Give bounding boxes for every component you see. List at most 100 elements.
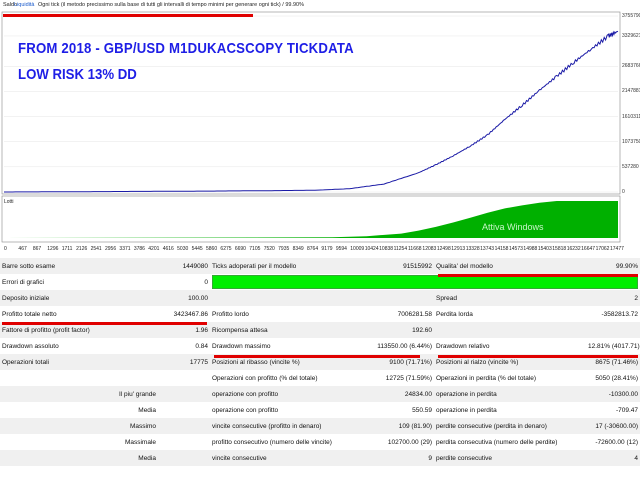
report-value-middle: 102700.00 (29) <box>387 438 432 446</box>
report-label-middle: Ticks adoperati per il modello <box>210 258 374 274</box>
tab-liquidita[interactable]: Liquidità <box>14 2 35 8</box>
x-tick-label: 7105 <box>249 246 261 252</box>
report-value-middle: 9100 (71.71%) <box>374 354 434 370</box>
y-tick-label: 2147881 <box>622 88 640 95</box>
report-row: Media vincite consecutive 9 perdite consecu… <box>0 450 640 466</box>
tab-liquidita-label: Liquidità <box>14 2 35 8</box>
report-label-right <box>434 322 586 338</box>
y-tick-label: 1610311 <box>622 113 640 120</box>
balance-series <box>4 30 619 193</box>
highlight-underline-quality <box>438 274 638 277</box>
x-tick-label: 1711 <box>61 246 73 252</box>
report-row: Massimale profitto consecutivo (numero de… <box>0 434 640 450</box>
report-row: Operazioni totali 17775 Posizioni al ribas… <box>0 354 640 370</box>
report-label-middle: operazione con profitto <box>212 406 279 414</box>
x-tick-label: 17062 <box>595 246 610 252</box>
report-value-middle: 12725 (71.59%) <box>385 374 432 382</box>
report-row: Fattore di profitto (profit factor) 1.96 R… <box>0 322 640 338</box>
report-row: Drawdown assoluto 0.84 Drawdown massimo 113… <box>0 338 640 354</box>
x-tick-label: 12913 <box>451 246 466 252</box>
report-label-right: operazione in perdita <box>436 406 497 414</box>
report-value-right <box>586 322 640 338</box>
lots-series <box>4 201 618 238</box>
x-tick-label: 867 <box>32 246 42 252</box>
x-tick-label: 4201 <box>148 246 160 252</box>
report-value-right: 2 <box>586 290 640 306</box>
report-value-right: -10300.00 <box>586 386 640 402</box>
report-label-right: Posizioni al rialzo (vincite %) <box>434 354 586 370</box>
x-tick-label: 2956 <box>105 246 117 252</box>
x-tick-label: 2126 <box>76 246 88 252</box>
report-value-right: 4 <box>586 450 640 466</box>
report-label-middle: operazione con profitto <box>210 386 374 402</box>
x-tick-label: 15403 <box>537 246 552 252</box>
report-value-left <box>158 450 210 466</box>
report-value-left: 100.00 <box>158 290 210 306</box>
report-value-middle: 24834.00 <box>374 386 434 402</box>
report-label-left: Deposito iniziale <box>0 290 158 306</box>
x-tick-label: 6275 <box>220 246 232 252</box>
report-value-left <box>158 370 210 386</box>
x-tick-label: 4616 <box>162 246 174 252</box>
report-row: Barre sotto esame 1449080 Ticks adoperati … <box>0 258 640 274</box>
report-value-middle <box>374 290 434 306</box>
report-label-middle: Posizioni al ribasso (vincite %) <box>210 354 374 370</box>
y-tick-label: 2683766 <box>622 63 640 70</box>
report-value-left <box>158 402 210 418</box>
model-quality-bar-cell <box>210 274 640 290</box>
balance-chart <box>1 11 621 243</box>
tab-saldo[interactable]: Saldo <box>3 2 17 8</box>
x-tick-label: 7935 <box>278 246 290 252</box>
report-label-left: Barre sotto esame <box>0 258 158 274</box>
report-value-middle: 109 (81.90) <box>374 418 434 434</box>
model-quality-bar <box>212 275 638 289</box>
report-label-right: Drawdown relativo <box>436 342 490 350</box>
report-value-right: 5050 (28.41%) <box>595 374 638 382</box>
report-label-left: Il piu' grande <box>0 386 158 402</box>
x-tick-label: 1296 <box>47 246 59 252</box>
x-tick-label: 10009 <box>350 246 365 252</box>
report-value-left <box>158 434 210 450</box>
report-label-right: perdite consecutive <box>434 450 586 466</box>
report-table: Barre sotto esame 1449080 Ticks adoperati … <box>0 258 640 466</box>
chart-grid <box>4 15 618 193</box>
report-value-left <box>158 386 210 402</box>
report-label-left: Errori di grafici <box>2 278 44 286</box>
report-value-left: 0 <box>204 278 208 286</box>
report-value-middle: 550.59 <box>412 406 432 414</box>
report-label-middle: vincite consecutive <box>210 450 374 466</box>
x-tick-label: 12498 <box>436 246 451 252</box>
report-row: Media operazione con profitto 550.59 operaz… <box>0 402 640 418</box>
report-label-middle <box>210 290 374 306</box>
report-label-right: perdite consecutive (perdita in denaro) <box>434 418 586 434</box>
report-value-right: 17 (-30600.00) <box>586 418 640 434</box>
report-label-left: Media <box>0 450 158 466</box>
x-tick-label: 10424 <box>364 246 379 252</box>
report-label-right: operazione in perdita <box>434 386 586 402</box>
lots-label: Lotti <box>4 199 14 205</box>
report-value-right: -72600.00 (12) <box>595 438 638 446</box>
x-tick-label: 14158 <box>494 246 509 252</box>
report-row: Profitto totale netto 3423467.86 Profitto … <box>0 306 640 322</box>
report-label-left: Drawdown assoluto <box>2 342 59 350</box>
x-tick-label: 6690 <box>234 246 246 252</box>
report-value-right: 12.81% (4017.71) <box>588 342 640 350</box>
report-value-left: 17775 <box>158 354 210 370</box>
report-label-left: Massimo <box>0 418 158 434</box>
report-label-middle: profitto consecutivo (numero delle vinci… <box>212 438 332 446</box>
report-label-right: Operazioni in perdita (% del totale) <box>436 374 537 382</box>
y-tick-label: 1073750 <box>622 138 640 145</box>
x-tick-label: 8349 <box>292 246 304 252</box>
report-label-right: perdita consecutiva (numero delle perdit… <box>436 438 558 446</box>
model-description: Ogni tick (il metodo precissimo sulla ba… <box>38 2 304 8</box>
report-label-middle: Profitto lordo <box>212 310 249 318</box>
report-row: Errori di grafici 0 <box>0 274 640 290</box>
report-label-right: Perdita lorda <box>436 310 473 318</box>
highlight-underline-relative-drawdown <box>438 355 638 358</box>
x-tick-label: 11254 <box>393 246 408 252</box>
report-value-left: 0.84 <box>195 342 208 350</box>
report-value-left <box>158 418 210 434</box>
balance-line <box>4 30 619 193</box>
report-value-left: 1.96 <box>158 322 210 338</box>
report-row: Deposito iniziale 100.00 Spread 2 <box>0 290 640 306</box>
